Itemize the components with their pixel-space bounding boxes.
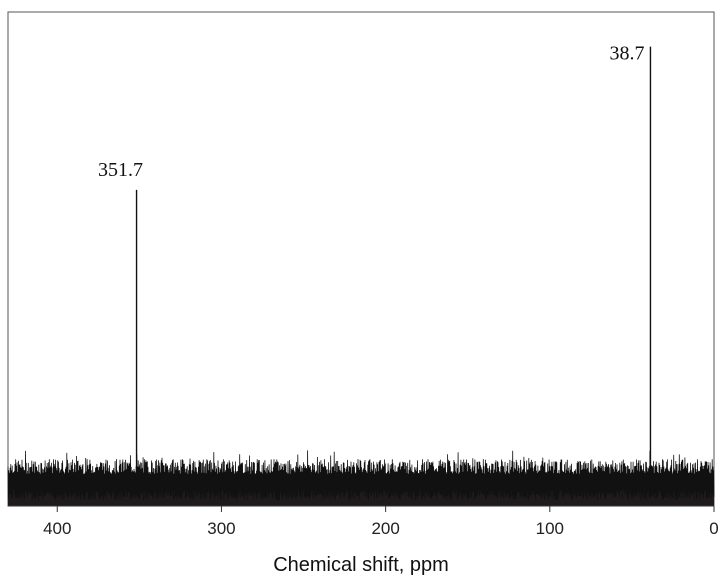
x-axis-title: Chemical shift, ppm [273, 554, 449, 576]
noise-trace [7, 450, 715, 501]
x-tick-label-2: 200 [371, 519, 399, 538]
peak-label-1: 38.7 [609, 43, 644, 65]
peak-label-0: 351.7 [98, 159, 143, 181]
plot-frame [7, 11, 715, 507]
x-tick-label-3: 100 [536, 519, 564, 538]
peak-lines: 351.7 38.7 [98, 43, 652, 492]
x-tick-label-0: 400 [43, 519, 71, 538]
x-tick-label-4: 0 [709, 519, 718, 538]
x-tick-label-1: 300 [207, 519, 235, 538]
x-axis-ticks: 400 300 200 100 0 [43, 506, 719, 538]
baseline-noise [7, 450, 715, 506]
